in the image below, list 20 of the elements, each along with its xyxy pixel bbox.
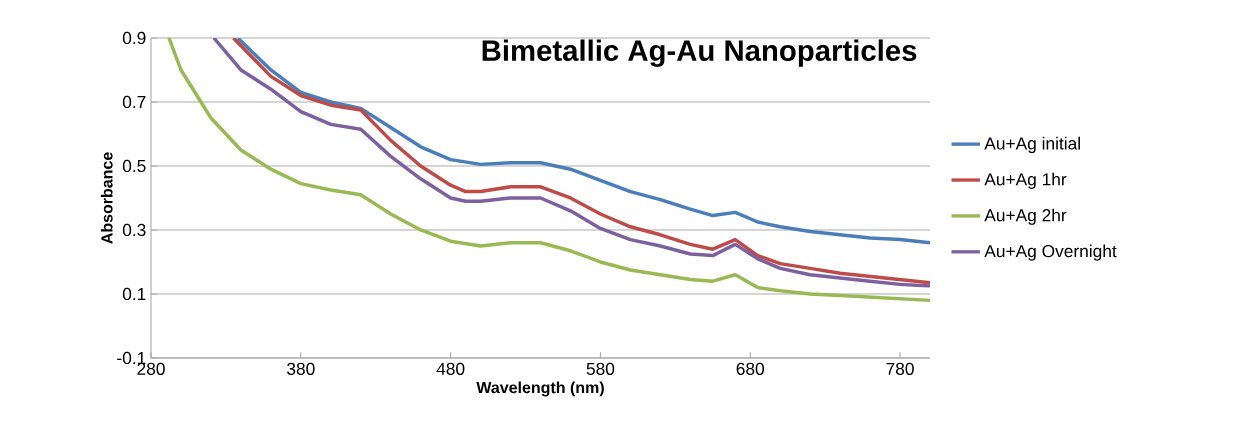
legend-label: Au+Ag 2hr <box>984 208 1067 225</box>
y-tick-label: 0.3 <box>122 223 146 237</box>
y-tick-label: 0.9 <box>122 31 146 45</box>
y-tick-label: 0.5 <box>122 159 146 173</box>
legend-label: Au+Ag 1hr <box>984 172 1067 189</box>
y-axis-title: Absorbance <box>100 152 113 244</box>
y-tick-label: 0.1 <box>122 287 146 301</box>
x-tick-label: 580 <box>586 362 615 375</box>
x-axis-title: Wavelength (nm) <box>476 381 604 397</box>
x-tick-label: 480 <box>436 362 465 375</box>
y-tick-label: -0.1 <box>117 351 146 365</box>
line-series <box>236 37 930 245</box>
x-tick-label: 680 <box>736 362 765 375</box>
legend-label: Au+Ag Overnight <box>984 244 1117 261</box>
x-tick-label: 380 <box>287 362 315 375</box>
chart-title: Bimetallic Ag-Au Nanoparticles <box>482 39 917 67</box>
x-tick-label: 780 <box>886 362 914 375</box>
legend-label: Au+Ag initial <box>984 136 1080 154</box>
y-tick-label: 0.7 <box>122 95 146 109</box>
x-tick-label: 280 <box>137 362 165 375</box>
